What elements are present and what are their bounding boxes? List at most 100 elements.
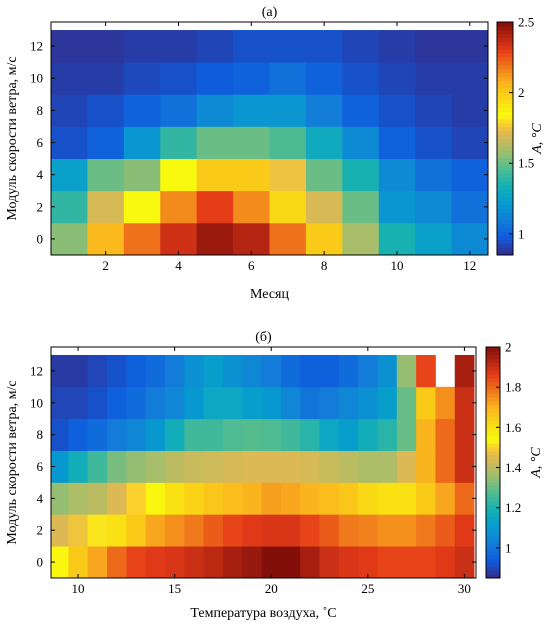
- colorbar-segment: [486, 443, 500, 448]
- colorbar-segment: [486, 554, 500, 560]
- colorbar-segment: [486, 408, 500, 413]
- colorbar-segment: [497, 220, 513, 225]
- heatmap-cell: [68, 514, 89, 547]
- heatmap-cell: [378, 222, 416, 256]
- colorbar-segment: [497, 251, 513, 256]
- heatmap-cell: [454, 450, 475, 483]
- colorbar-segment: [486, 508, 500, 514]
- heatmap-cell: [305, 222, 343, 256]
- heatmap-cell: [269, 222, 307, 256]
- heatmap-cell: [123, 126, 161, 159]
- colorbar-segment: [497, 91, 513, 97]
- colorbar-segment: [486, 462, 500, 467]
- colorbar-segment: [486, 450, 500, 456]
- colorbar-segment: [497, 56, 513, 62]
- colorbar-segment: [497, 107, 513, 112]
- colorbar-segment: [486, 431, 500, 437]
- heatmap-cell: [233, 126, 270, 159]
- heatmap-cell: [126, 514, 147, 547]
- colorbar-segment: [486, 377, 500, 383]
- heatmap-cell: [377, 386, 398, 420]
- colorbar-segment: [497, 173, 513, 178]
- colorbar-segment: [497, 200, 513, 206]
- heatmap-cell: [319, 386, 340, 420]
- colorbar-segment: [486, 347, 500, 352]
- heatmap-cell: [261, 514, 282, 547]
- heatmap-cell: [184, 482, 205, 515]
- heatmap-cell: [196, 126, 234, 159]
- heatmap-cell: [342, 222, 380, 256]
- heatmap-cell: [451, 94, 489, 127]
- y-tick-label: 12: [30, 39, 43, 54]
- colorbar-segment: [486, 439, 500, 444]
- heatmap-cell: [415, 190, 452, 224]
- colorbar-segment: [497, 138, 513, 143]
- colorbar-segment: [486, 389, 500, 394]
- heatmap-cell: [416, 386, 436, 420]
- colorbar-segment: [497, 72, 513, 77]
- heatmap-cell: [196, 94, 234, 127]
- colorbar-segment: [497, 88, 513, 93]
- heatmap-cell: [261, 354, 282, 388]
- colorbar-segment: [486, 466, 500, 471]
- colorbar-segment: [486, 574, 500, 579]
- heatmap-cell: [435, 546, 456, 579]
- colorbar-segment: [486, 373, 500, 379]
- heatmap-cell: [454, 482, 475, 515]
- colorbar-frame: [496, 21, 514, 256]
- heatmap-cell: [338, 386, 359, 420]
- heatmap-cell: [396, 386, 417, 420]
- heatmap-cell: [305, 126, 343, 159]
- heatmap-cell: [454, 386, 475, 420]
- colorbar-segment: [497, 103, 513, 108]
- colorbar-segment: [497, 188, 513, 194]
- heatmap-cell: [126, 482, 147, 515]
- heatmap-cell: [396, 482, 417, 515]
- colorbar-segment: [486, 535, 500, 540]
- heatmap-cell: [305, 30, 343, 63]
- heatmap-cell: [269, 158, 307, 192]
- x-tick-label: 15: [168, 581, 181, 596]
- heatmap-cell: [242, 546, 262, 579]
- heatmap-cell: [416, 482, 436, 515]
- heatmap-cell: [160, 62, 198, 95]
- heatmap-cell: [319, 514, 340, 547]
- colorbar-segment: [497, 204, 513, 209]
- heatmap-cell: [416, 354, 436, 388]
- heatmap-cell: [338, 418, 359, 451]
- colorbar-segment: [497, 111, 513, 116]
- heatmap-cell: [87, 482, 108, 515]
- heatmap-cell: [338, 546, 359, 579]
- colorbar-tick-label: 2: [518, 85, 525, 100]
- heatmap-cell: [107, 482, 127, 515]
- colorbar-segment: [486, 497, 500, 502]
- heatmap-cell: [305, 94, 343, 127]
- heatmap-cell: [87, 546, 108, 579]
- heatmap-cell: [87, 386, 108, 420]
- y-tick-label: 10: [30, 395, 43, 410]
- heatmap-cell: [164, 418, 185, 451]
- heatmap-cell: [233, 222, 270, 256]
- heatmap-cell: [305, 62, 343, 95]
- heatmap-cell: [300, 418, 320, 451]
- heatmap-cell: [184, 450, 205, 483]
- colorbar-segment: [497, 126, 513, 132]
- heatmap-cell: [415, 62, 452, 95]
- x-tick-label: 8: [321, 258, 328, 273]
- colorbar-segment: [486, 435, 500, 440]
- heatmap-cell: [396, 354, 417, 388]
- heatmap-cell: [51, 30, 88, 63]
- heatmap-cell: [269, 126, 307, 159]
- colorbar-segment: [486, 481, 500, 487]
- colorbar-segment: [497, 37, 513, 42]
- heatmap-cell: [338, 514, 359, 547]
- heatmap-cell: [338, 482, 359, 515]
- heatmap-cell: [196, 222, 234, 256]
- colorbar-segment: [497, 231, 513, 237]
- heatmap-cell: [196, 62, 234, 95]
- heatmap-cell: [160, 126, 198, 159]
- heatmap-cell: [126, 386, 147, 420]
- colorbar-segment: [486, 474, 500, 479]
- heatmap-cell: [203, 482, 224, 515]
- colorbar-segment: [486, 427, 500, 433]
